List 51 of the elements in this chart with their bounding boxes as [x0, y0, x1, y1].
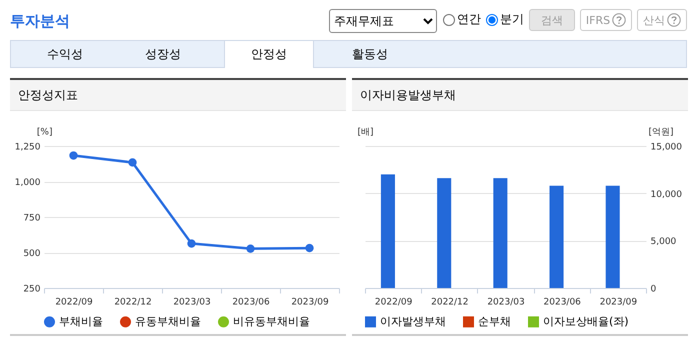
y2-tick-label: 10,000: [650, 190, 682, 200]
bar: [550, 186, 564, 288]
x-tick-label: 2023/09: [600, 298, 638, 308]
bar: [493, 178, 508, 288]
legend-label: 이자발생부채: [380, 314, 446, 328]
point: [187, 239, 196, 248]
point: [69, 151, 78, 160]
bar: [606, 186, 620, 288]
text: 연간: [456, 11, 481, 28]
text: 성장성: [144, 46, 182, 62]
legend-label: 이자보상배율(좌): [543, 314, 629, 328]
point: [128, 158, 137, 167]
legend-label: 순부채: [478, 314, 511, 328]
chart-title: 안정성지표: [10, 80, 346, 111]
x-tick-label: 2023/09: [291, 298, 329, 308]
text: 산식: [643, 12, 665, 28]
text: 수익성: [46, 46, 84, 62]
point: [246, 244, 255, 253]
text: 검색: [541, 12, 563, 28]
point: [305, 244, 314, 252]
x-tick-label: 2023/03: [173, 298, 211, 308]
y-axis-title: [배]: [357, 128, 374, 138]
text: 투자분석: [10, 12, 70, 31]
y-tick-label: 250: [23, 284, 41, 294]
y-tick-label: 1,250: [14, 142, 41, 152]
x-tick-label: 2022/09: [374, 298, 413, 308]
x-tick-label: 2023/03: [487, 298, 525, 308]
text: 분기: [499, 11, 524, 28]
text: 주재무제표: [329, 9, 437, 33]
x-tick-label: 2023/06: [544, 298, 582, 308]
y2-tick-label: 0: [650, 284, 656, 294]
x-tick-label: 2022/12: [114, 298, 152, 308]
chart-title: 이자비용발생부채: [352, 80, 688, 111]
x-tick-label: 2022/09: [55, 298, 93, 308]
y-tick-label: 500: [23, 249, 41, 259]
text: 활동성: [351, 46, 389, 62]
y2-axis-title: [억원]: [648, 128, 674, 138]
bar: [437, 178, 452, 288]
legend-label: 부채비율: [59, 314, 103, 328]
y-axis-title: [%]: [36, 128, 52, 138]
legend-label: 비유동부채비율: [233, 314, 310, 328]
bar: [380, 174, 395, 288]
legend-label: 유동부채비율: [135, 314, 201, 328]
text: IFRS: [586, 14, 610, 26]
y2-tick-label: 5,000: [650, 237, 677, 248]
y-tick-label: 1,000: [14, 178, 41, 188]
x-tick-label: 2023/06: [232, 298, 270, 308]
y2-tick-label: 15,000: [650, 142, 682, 152]
text: 안정성: [224, 40, 314, 68]
x-tick-label: 2022/12: [431, 298, 468, 308]
y-tick-label: 750: [23, 214, 41, 224]
